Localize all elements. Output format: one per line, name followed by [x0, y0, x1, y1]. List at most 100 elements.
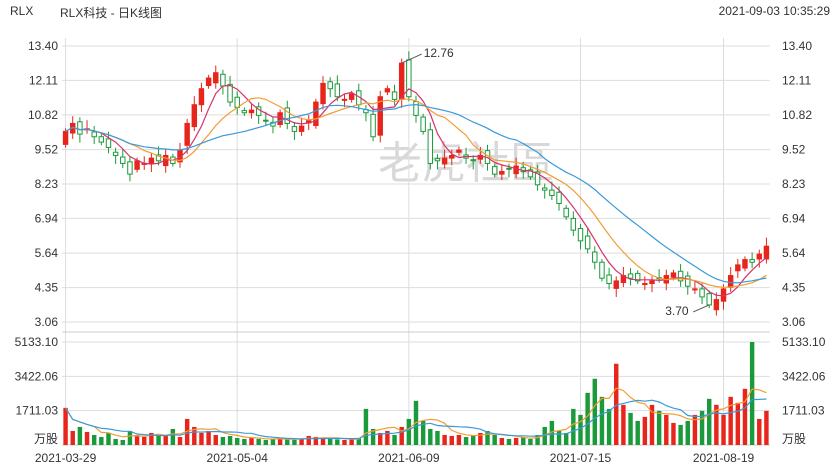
volume-bar	[91, 434, 97, 445]
candle-body	[341, 98, 348, 101]
volume-bar	[585, 392, 590, 445]
ma10-line	[65, 97, 767, 288]
candle-body	[191, 104, 198, 128]
volume-bar	[277, 437, 283, 445]
volume-bar	[563, 432, 569, 445]
volume-bar	[399, 426, 404, 445]
volume-bar	[213, 434, 218, 445]
chart-title: RLX科技 - 日K线图	[60, 6, 163, 20]
date-axis-label: 2021-05-04	[207, 451, 269, 465]
volume-bar	[642, 416, 648, 445]
candle-body	[627, 273, 634, 279]
volume-bar	[749, 342, 755, 445]
volume-bar	[549, 420, 555, 445]
price-axis-label-right: 6.94	[782, 211, 806, 225]
volume-bar	[742, 388, 748, 445]
volume-bar	[370, 428, 376, 445]
candle-body	[241, 110, 248, 114]
volume-bar	[656, 410, 662, 445]
volume-bar	[299, 438, 304, 445]
candle-body	[699, 288, 705, 298]
volume-bar	[406, 418, 412, 445]
candle-body	[677, 270, 684, 282]
volume-bar	[99, 436, 104, 445]
volume-bar	[149, 432, 154, 445]
date-axis-label: 2021-07-15	[550, 451, 612, 465]
volume-bar	[292, 439, 297, 445]
candle-body	[749, 259, 755, 263]
candle-body	[198, 88, 205, 106]
volume-bar	[521, 436, 526, 445]
candle-body	[706, 293, 712, 306]
volume-bar	[685, 420, 690, 445]
candle-body	[420, 116, 426, 132]
volume-bar	[506, 438, 512, 445]
candle-body	[370, 113, 376, 138]
candle-body	[120, 156, 126, 164]
candle-body	[727, 275, 734, 288]
date-axis-label: 2021-03-29	[35, 451, 97, 465]
volume-bar	[242, 438, 247, 445]
candle-body	[499, 170, 505, 175]
volume-bar	[63, 407, 68, 445]
volume-bar	[77, 426, 83, 445]
volume-bar	[263, 439, 269, 445]
volume-bar	[592, 378, 598, 445]
price-annotation: 12.76	[424, 46, 454, 60]
volume-bar	[170, 428, 176, 445]
candle-body	[534, 171, 541, 186]
volume-bar	[113, 438, 118, 445]
candle-body	[77, 121, 83, 135]
candle-body	[713, 299, 720, 311]
candle-body	[220, 73, 226, 87]
price-axis-label-left: 13.40	[28, 39, 58, 53]
volume-axis-label-right: 1711.03	[782, 404, 825, 418]
candle-body	[427, 129, 434, 164]
volume-bar	[606, 408, 612, 445]
volume-bar	[306, 435, 311, 445]
candle-body	[62, 130, 69, 145]
volume-axis-label-right: 3422.06	[782, 369, 826, 383]
candle-body	[634, 272, 641, 282]
candle-body	[642, 283, 648, 286]
volume-bar	[234, 437, 240, 445]
candle-body	[613, 280, 619, 289]
candle-body	[398, 62, 405, 100]
volume-bar	[134, 434, 140, 445]
price-axis-label-right: 12.11	[782, 73, 811, 87]
volume-bar	[192, 426, 197, 445]
candle-body	[155, 154, 162, 162]
candle-body	[692, 288, 698, 291]
price-axis-label-right: 4.35	[782, 281, 806, 295]
volume-bar	[478, 432, 483, 445]
volume-bar	[313, 436, 319, 445]
candle-body	[735, 264, 741, 272]
volume-axis-label-left: 3422.06	[15, 369, 59, 383]
candle-body	[413, 101, 419, 116]
volume-bar	[628, 412, 633, 445]
volume-bar	[363, 408, 369, 445]
volume-bar	[556, 430, 562, 445]
annotation-leader	[401, 53, 422, 64]
volume-bar	[463, 436, 469, 445]
candle-body	[227, 83, 233, 103]
volume-bar	[735, 402, 741, 445]
volume-bar	[692, 414, 698, 445]
candle-body	[205, 77, 212, 87]
price-axis-label-left: 12.11	[29, 73, 58, 87]
candle-body	[248, 109, 255, 114]
candle-body	[577, 228, 584, 242]
volume-bar	[535, 434, 540, 445]
volume-bar	[356, 437, 362, 445]
volume-bar	[106, 432, 111, 445]
volume-bar	[492, 434, 497, 445]
candle-body	[320, 82, 326, 105]
volume-bar	[120, 439, 126, 445]
volume-axis-label-left: 万股	[34, 432, 58, 446]
volume-bar	[420, 420, 426, 445]
volume-axis-label-right: 5133.10	[782, 335, 826, 349]
candle-body	[756, 253, 762, 260]
candle-body	[441, 157, 448, 165]
candle-body	[599, 261, 605, 279]
